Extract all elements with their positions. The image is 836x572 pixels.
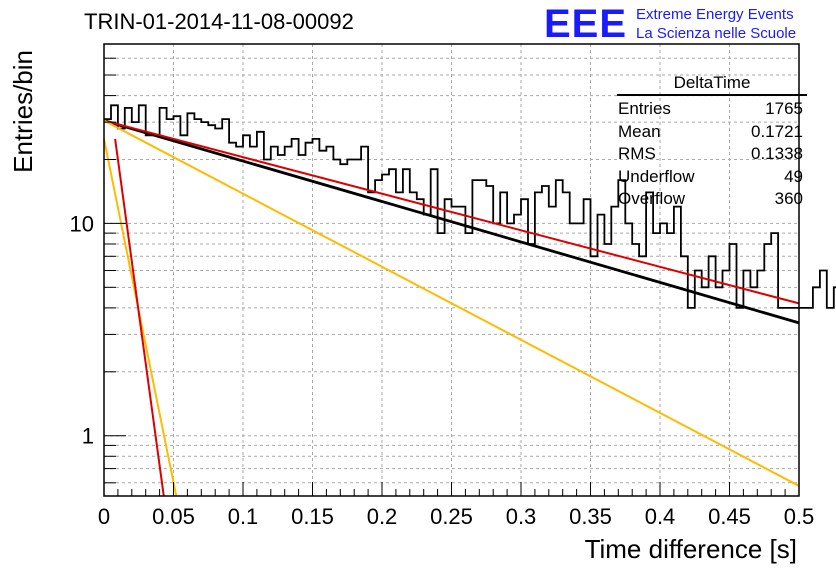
x-axis-label: Time difference [s] bbox=[585, 534, 797, 564]
org-line-2: La Scienza nelle Scuole bbox=[636, 25, 797, 42]
stats-value: 0.1338 bbox=[751, 144, 803, 163]
stats-row-overflow: Overflow 360 bbox=[611, 188, 807, 211]
grid bbox=[104, 43, 799, 496]
stats-label: Underflow bbox=[618, 166, 695, 186]
fit-curves bbox=[103, 119, 800, 497]
y-axis-label: Entries/bin bbox=[8, 50, 38, 173]
x-tick-label: 0.15 bbox=[291, 504, 334, 529]
stats-value: 360 bbox=[774, 189, 803, 208]
x-tick-label: 0 bbox=[98, 504, 110, 529]
x-tick-label: 0.1 bbox=[228, 504, 259, 529]
histogram-step-line bbox=[104, 104, 836, 309]
stats-row-mean: Mean 0.1721 bbox=[611, 121, 807, 144]
stats-label: RMS bbox=[618, 144, 656, 163]
fit-curve bbox=[103, 119, 800, 305]
stats-value: 1765 bbox=[765, 99, 803, 118]
stats-row-entries: Entries 1765 bbox=[611, 98, 807, 121]
stats-title: DeltaTime bbox=[617, 73, 807, 96]
x-tick-label: 0.5 bbox=[784, 504, 815, 529]
x-tick-label: 0.2 bbox=[367, 504, 398, 529]
x-tick-label: 0.35 bbox=[569, 504, 612, 529]
y-tick-label: 1 bbox=[82, 424, 94, 449]
run-title: TRIN-01-2014-11-08-00092 bbox=[84, 9, 354, 34]
stats-box: DeltaTime Entries 1765 Mean 0.1721 RMS 0… bbox=[611, 73, 807, 211]
y-tick-label: 10 bbox=[70, 211, 94, 236]
stats-row-underflow: Underflow 49 bbox=[611, 166, 807, 189]
stats-label: Overflow bbox=[618, 189, 686, 208]
x-tick-label: 0.4 bbox=[645, 504, 676, 529]
stats-label: Mean bbox=[618, 121, 661, 141]
org-line-1: Extreme Energy Events bbox=[636, 6, 794, 23]
histogram-bars bbox=[104, 104, 836, 309]
x-tick-label: 0.25 bbox=[430, 504, 473, 529]
axis-ticks: 0 0.05 0.1 0.15 0.2 0.25 0.3 0.35 0.4 0.45 0.5 1 10 bbox=[70, 43, 815, 529]
stats-row-rms: RMS 0.1338 bbox=[611, 143, 807, 166]
stats-value: 49 bbox=[784, 166, 803, 186]
stats-value: 0.1721 bbox=[751, 121, 803, 141]
fit-curve bbox=[103, 119, 800, 487]
x-tick-label: 0.3 bbox=[506, 504, 537, 529]
stats-label: Entries bbox=[618, 99, 671, 118]
org-name: Extreme Energy Events La Scienza nelle S… bbox=[636, 5, 796, 43]
fit-curve bbox=[103, 119, 800, 325]
x-tick-label: 0.45 bbox=[708, 504, 751, 529]
eee-logo: EEE bbox=[544, 2, 628, 46]
fit-curve bbox=[114, 138, 165, 497]
x-tick-label: 0.05 bbox=[152, 504, 195, 529]
